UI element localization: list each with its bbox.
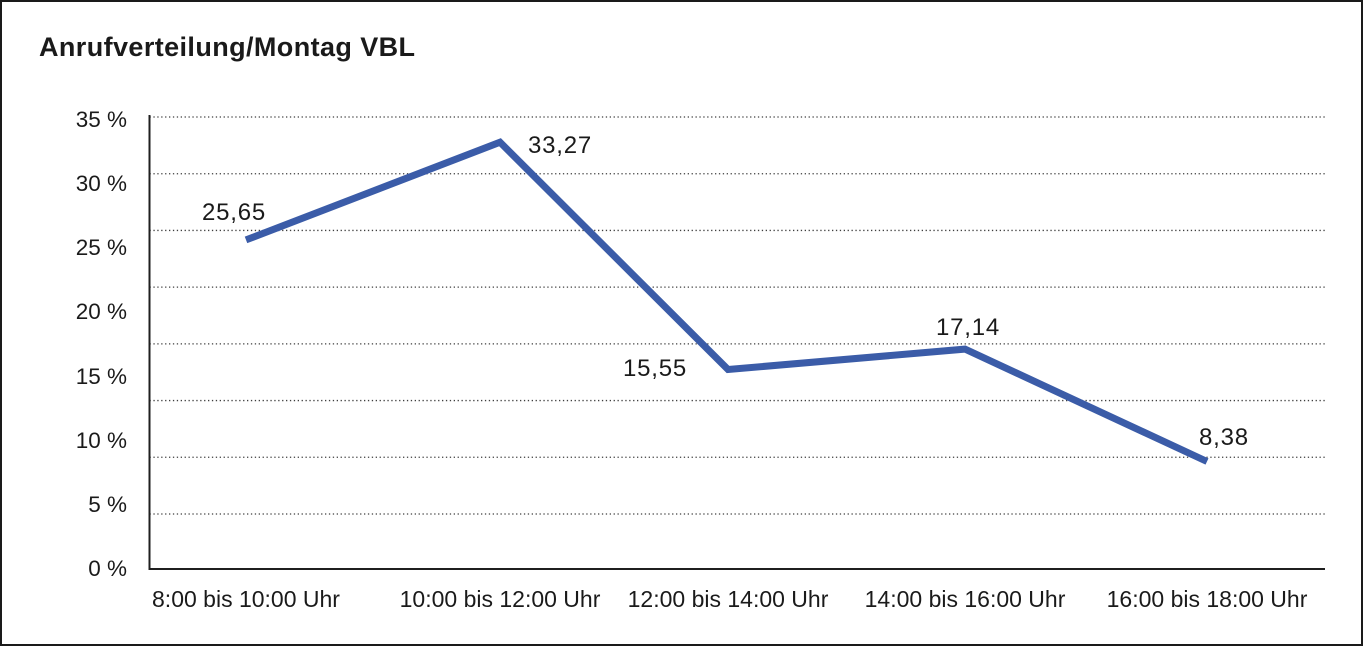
data-point-label: 15,55 [622,354,688,382]
y-tick-label: 15 % [75,363,127,389]
data-point-label: 33,27 [527,132,593,160]
y-tick-label: 25 % [75,235,127,261]
x-tick-label: 16:00 bis 18:00 Uhr [1106,586,1308,612]
y-tick-label: 5 % [88,491,127,517]
x-tick-label: 12:00 bis 14:00 Uhr [627,586,829,612]
x-tick-label: 8:00 bis 10:00 Uhr [152,586,340,612]
y-tick-label: 35 % [75,107,127,132]
y-tick-label: 30 % [75,171,127,197]
data-point-label: 25,65 [201,198,267,226]
x-tick-label: 14:00 bis 16:00 Uhr [864,586,1066,612]
chart-title: Anrufverteilung/Montag VBL [39,32,416,62]
data-line [244,138,1209,465]
y-tick-label: 20 % [75,299,127,325]
y-tick-label: 10 % [75,427,127,453]
y-tick-label: 0 % [88,556,127,581]
x-tick-label: 10:00 bis 12:00 Uhr [399,586,601,612]
data-point-label: 17,14 [935,314,1001,342]
data-point-label: 8,38 [1199,424,1249,452]
